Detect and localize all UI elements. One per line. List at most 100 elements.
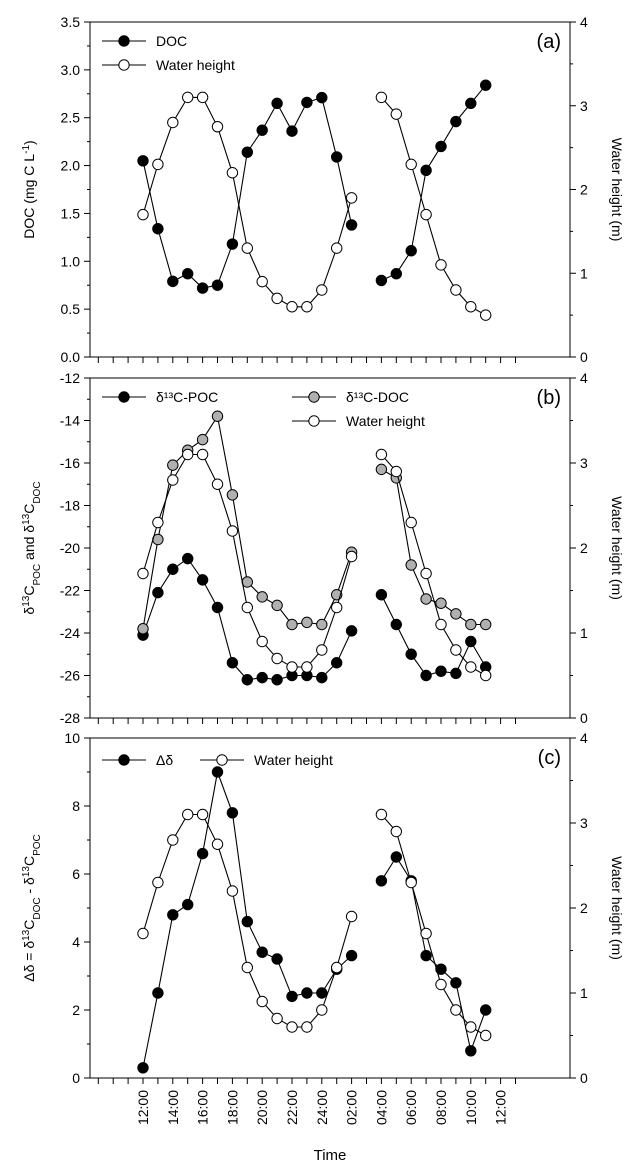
data-point (345, 219, 358, 231)
y-right-tick-label: 2 (580, 900, 588, 916)
data-point (301, 301, 313, 313)
y-left-tick-label: -12 (60, 370, 80, 386)
data-point (405, 876, 417, 889)
series-line (142, 414, 353, 629)
data-point (271, 599, 283, 612)
y-left-tick-label: -20 (60, 540, 80, 556)
panel-label: (a) (537, 31, 561, 53)
series-line (380, 97, 486, 316)
data-point (450, 644, 462, 656)
data-point (137, 1062, 149, 1074)
data-point (226, 807, 239, 819)
data-point (480, 618, 492, 631)
data-point (256, 124, 268, 136)
data-point (420, 208, 432, 221)
series-line (381, 468, 486, 626)
data-point (316, 91, 328, 104)
x-tick-label: 18:00 (224, 1090, 240, 1125)
data-point (331, 151, 343, 163)
data-point (420, 949, 432, 962)
data-point (301, 661, 313, 673)
data-point (271, 1012, 283, 1025)
data-point (331, 601, 343, 614)
y-right-tick-label: 0 (580, 349, 588, 365)
data-point (152, 586, 164, 599)
data-point (167, 563, 179, 575)
data-point (167, 116, 179, 129)
data-point (137, 155, 149, 167)
y-left-tick-label: 3.0 (61, 62, 81, 78)
data-point (196, 847, 209, 860)
y-left-tick-label: 0.5 (61, 301, 81, 317)
data-point (465, 97, 477, 110)
data-point (211, 478, 224, 490)
data-point (226, 167, 239, 179)
data-point (167, 834, 179, 846)
y-left-tick-label: 3.5 (61, 14, 81, 30)
y-left-tick-label: 0.0 (61, 349, 81, 365)
data-point (375, 274, 388, 287)
data-point (196, 574, 209, 586)
legend-label: Water height (254, 752, 333, 768)
data-point (301, 987, 313, 999)
data-point (450, 115, 462, 128)
data-point (375, 91, 388, 104)
y-left-tick-label: 1.5 (61, 205, 81, 221)
data-point (256, 671, 268, 684)
data-point (241, 242, 254, 254)
data-point (345, 192, 358, 204)
legend-marker (118, 754, 130, 766)
data-point (480, 309, 492, 321)
data-point (137, 623, 149, 635)
y-right-axis-title: Water height (m) (609, 496, 625, 600)
data-point (271, 953, 283, 965)
data-point (435, 259, 447, 271)
data-point (435, 665, 447, 677)
data-point (435, 978, 447, 991)
data-point (301, 96, 313, 109)
data-point (480, 79, 492, 91)
y-left-tick-label: -24 (60, 625, 80, 641)
x-tick-label: 10:00 (463, 1090, 479, 1125)
y-left-tick-label: -18 (60, 498, 80, 514)
data-point (345, 550, 358, 563)
data-point (465, 1021, 477, 1033)
data-point (182, 448, 194, 461)
y-left-axis-title: Δδ = δ13CDOC - δ13CPOC (21, 834, 43, 982)
x-tick-label: 06:00 (403, 1090, 419, 1125)
data-point (316, 284, 328, 296)
data-point (152, 987, 164, 999)
data-point (316, 644, 328, 656)
data-point (316, 671, 328, 684)
data-point (211, 410, 224, 422)
data-point (271, 292, 283, 305)
data-point (241, 601, 254, 614)
x-axis-title: Time (314, 1147, 347, 1164)
legend-marker (308, 391, 320, 403)
data-point (137, 927, 149, 940)
x-tick-label: 22:00 (284, 1090, 300, 1125)
data-point (286, 661, 298, 673)
data-point (375, 808, 388, 821)
series-line (142, 453, 353, 668)
y-left-tick-label: 4 (72, 934, 80, 950)
x-tick-label: 04:00 (373, 1090, 389, 1125)
data-point (450, 977, 462, 989)
x-tick-label: 08:00 (433, 1090, 449, 1125)
data-point (182, 268, 194, 280)
data-point (480, 1029, 492, 1042)
data-point (345, 910, 358, 923)
data-point (465, 661, 477, 673)
data-point (465, 1045, 477, 1057)
y-left-tick-label: 6 (72, 866, 80, 882)
data-point (196, 282, 209, 294)
y-right-tick-label: 4 (580, 14, 588, 30)
y-right-tick-label: 1 (580, 265, 588, 281)
series-line (142, 96, 353, 308)
data-point (316, 1004, 328, 1016)
x-tick-label: 12:00 (493, 1090, 509, 1125)
legend-marker (118, 59, 130, 71)
x-tick-label: 24:00 (314, 1090, 330, 1125)
data-point (256, 275, 268, 288)
data-point (241, 576, 254, 588)
